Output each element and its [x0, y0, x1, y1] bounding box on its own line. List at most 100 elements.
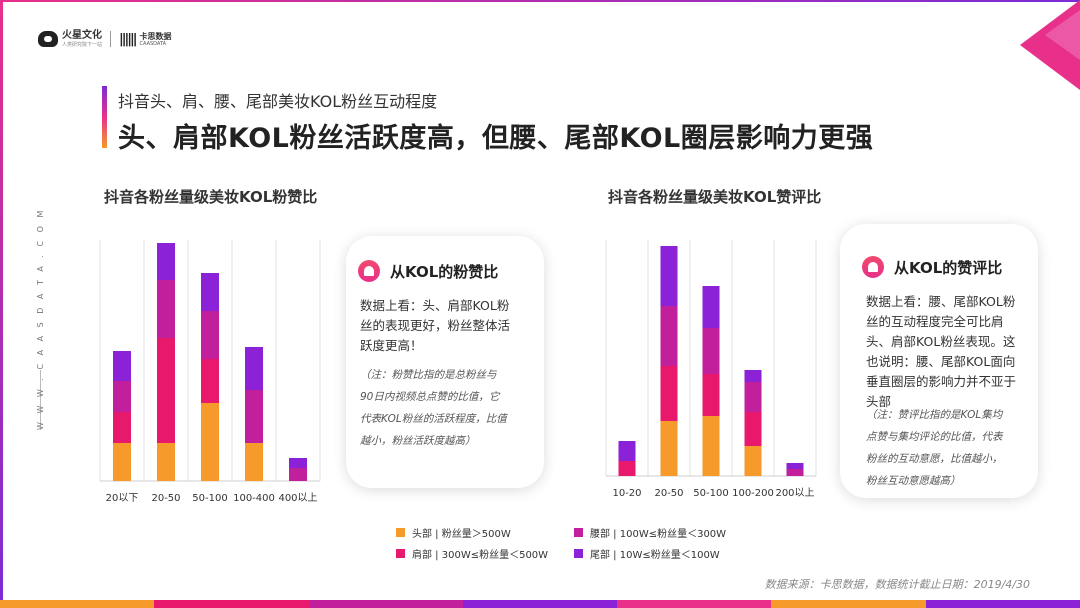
huoxing-logo-icon	[38, 31, 58, 47]
logo1-sub: 人类研究院下一站	[62, 42, 103, 48]
bar-segment-waist	[157, 280, 175, 338]
x-tick-label: 100-200	[732, 488, 774, 499]
card-body-line: 数据上看：腰、尾部KOL粉	[866, 294, 1016, 309]
bar-segment-shoulder	[702, 374, 720, 416]
card-title: 从KOL的粉赞比	[390, 262, 499, 281]
legend-swatch-waist	[574, 528, 583, 537]
legend-label: 腰部 | 100W≤粉丝量＜300W	[590, 529, 727, 540]
card-title: 从KOL的赞评比	[894, 258, 1003, 277]
legend-label: 肩部 | 300W≤粉丝量＜500W	[412, 550, 549, 561]
chart-fan-like-ratio: 20以下 20-50 50-100 100-400 400以上	[99, 240, 321, 504]
bar-segment-tail	[660, 246, 678, 306]
card-body-line: 丝的表现更好，粉丝整体活	[360, 318, 511, 333]
side-url-text: W W W . C A A S D A T A . C O M	[36, 207, 45, 430]
card-note-line: 粉丝互动意愿越高）	[866, 475, 961, 487]
bar-segment-head	[201, 403, 219, 481]
bar-segment-tail	[157, 243, 175, 280]
bar-segment-waist	[245, 390, 263, 443]
legend-swatch-head	[396, 528, 405, 537]
bar-segment-shoulder	[660, 366, 678, 421]
bar-segment-shoulder	[113, 412, 131, 443]
bar-segment-head	[744, 446, 762, 476]
page-subtitle: 抖音头、肩、腰、尾部美妆KOL粉丝互动程度	[118, 92, 438, 111]
bar-segment-waist	[786, 469, 804, 476]
card-body-line: 头、肩部KOL粉丝表现。这	[866, 334, 1016, 349]
bar-segment-waist	[702, 328, 720, 374]
card-note-line: 粉丝的互动意愿，比值越小，	[866, 453, 1003, 465]
bar-segment-head	[660, 421, 678, 476]
logo2-name: 卡思数据	[139, 31, 172, 41]
bell-icon	[358, 260, 380, 282]
legend-swatch-tail	[574, 549, 583, 558]
left-frame-line	[0, 0, 3, 608]
data-source-note: 数据来源：卡思数据，数据统计截止日期：2019/4/30	[764, 578, 1030, 591]
card-note: （注：粉赞比指的是总粉丝与 90日内视频总点赞的比值，它 代表KOL粉丝的活跃程…	[360, 364, 540, 452]
bar-segment-waist	[113, 381, 131, 412]
x-tick-label: 200以上	[775, 487, 814, 499]
logo1-name: 火星文化	[62, 30, 102, 41]
caasdata-logo-icon: ||||||	[119, 31, 137, 47]
bar-segment-head	[245, 443, 263, 481]
card-body-line: 头部	[866, 394, 892, 409]
chart-like-comment-ratio: 10-20 20-50 50-100 100-200 200以上	[605, 240, 817, 499]
logo-separator	[110, 31, 112, 47]
bar-segment-tail	[201, 273, 219, 311]
legend-label: 头部 | 粉丝量＞500W	[412, 529, 511, 540]
x-tick-label: 20以下	[106, 493, 139, 504]
card-note-line: 越小，粉丝活跃度越高）	[360, 435, 476, 447]
bar-segment-waist	[660, 306, 678, 366]
legend-item-tail: 尾部 | 10W≤粉丝量＜100W	[574, 546, 720, 561]
bar-segment-waist	[289, 468, 307, 481]
legend-item-head: 头部 | 粉丝量＞500W	[396, 525, 511, 540]
x-tick-label: 50-100	[693, 488, 728, 499]
legend-label: 尾部 | 10W≤粉丝量＜100W	[590, 550, 720, 561]
card-note-line: （注：粉赞比指的是总粉丝与	[360, 369, 497, 381]
card-note-line: （注：赞评比指的是KOL集均	[866, 409, 1003, 421]
title-accent-bar	[102, 86, 107, 148]
bar-segment-head	[702, 416, 720, 476]
bar-segment-head	[157, 443, 175, 481]
bottom-color-strip	[0, 600, 1080, 608]
page-headline: 头、肩部KOL粉丝活跃度高，但腰、尾部KOL圈层影响力更强	[118, 123, 874, 154]
card-header: 从KOL的粉赞比	[358, 260, 498, 282]
brand-logos: 火星文化 人类研究院下一站 |||||| 卡思数据 CAASDATA	[38, 30, 172, 48]
bar-segment-shoulder	[744, 412, 762, 446]
card-body-line: 也说明：腰、尾部KOL面向	[866, 354, 1016, 369]
legend-item-waist: 腰部 | 100W≤粉丝量＜300W	[574, 525, 726, 540]
x-tick-label: 100-400	[233, 493, 275, 504]
card-note-line: 点赞与集均评论的比值，代表	[866, 431, 1003, 443]
bar-segment-tail	[245, 347, 263, 390]
bell-icon	[862, 256, 884, 278]
legend-item-shoulder: 肩部 | 300W≤粉丝量＜500W	[396, 546, 548, 561]
bar-segment-shoulder	[618, 461, 636, 476]
card-body-line: 数据上看：头、肩部KOL粉	[360, 298, 510, 313]
x-tick-label: 10-20	[612, 488, 641, 499]
bar-segment-waist	[201, 311, 219, 359]
bar-segment-tail	[702, 286, 720, 328]
card-note: （注：赞评比指的是KOL集均 点赞与集均评论的比值，代表 粉丝的互动意愿，比值越…	[866, 404, 1036, 492]
bar-segment-head	[113, 443, 131, 481]
logo2-sub: CAASDATA	[139, 40, 167, 47]
insight-card-fan-like: 从KOL的粉赞比 数据上看：头、肩部KOL粉 丝的表现更好，粉丝整体活 跃度更高…	[346, 236, 544, 488]
bar-segment-waist	[744, 382, 762, 412]
bar-segment-shoulder	[157, 338, 175, 443]
card-note-line: 90日内视频总点赞的比值，它	[360, 391, 500, 403]
legend-swatch-shoulder	[396, 549, 405, 558]
card-body-line: 垂直圈层的影响力并不亚于	[866, 374, 1017, 389]
bar-segment-tail	[289, 458, 307, 468]
x-tick-label: 400以上	[278, 492, 317, 504]
card-body-line: 跃度更高！	[360, 338, 423, 353]
chart-title-right: 抖音各粉丝量级美妆KOL赞评比	[608, 188, 822, 206]
card-body-line: 丝的互动程度完全可比肩	[866, 314, 1004, 329]
card-body: 数据上看：头、肩部KOL粉 丝的表现更好，粉丝整体活 跃度更高！	[360, 296, 538, 356]
bar-segment-tail	[786, 463, 804, 469]
corner-decoration	[1020, 0, 1080, 90]
bar-segment-tail	[113, 351, 131, 381]
card-header: 从KOL的赞评比	[862, 256, 1002, 278]
top-frame-line	[0, 0, 1080, 2]
bar-segment-shoulder	[201, 359, 219, 403]
card-note-line: 代表KOL粉丝的活跃程度，比值	[360, 413, 507, 425]
insight-card-like-comment: 从KOL的赞评比 数据上看：腰、尾部KOL粉 丝的互动程度完全可比肩 头、肩部K…	[840, 224, 1038, 498]
x-tick-label: 50-100	[192, 493, 227, 504]
bar-segment-tail	[618, 441, 636, 461]
